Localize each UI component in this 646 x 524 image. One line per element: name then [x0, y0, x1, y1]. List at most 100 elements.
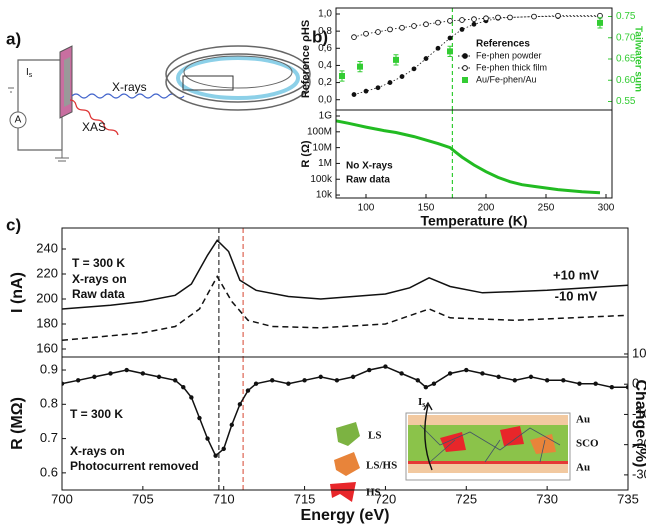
panel-label: a) — [6, 29, 21, 48]
marker — [447, 48, 453, 55]
marker — [334, 378, 340, 383]
y-tick-label: 10k — [316, 190, 333, 201]
y2-axis-label: Change (%) — [632, 380, 646, 468]
marker — [447, 35, 453, 41]
sample-film — [64, 57, 70, 107]
y2-tick-label: 0.65 — [616, 54, 636, 65]
y-tick-label: 0,8 — [318, 26, 332, 37]
x-tick-label: 150 — [418, 203, 435, 214]
marker — [544, 378, 550, 383]
plot-frame — [335, 109, 613, 199]
lshs-grain — [334, 452, 360, 476]
storage-ring — [183, 55, 293, 89]
storage-ring — [165, 45, 311, 103]
marker — [480, 371, 485, 376]
y-tick-label: 0.9 — [40, 361, 58, 376]
x-tick-label: 250 — [538, 203, 555, 214]
marker — [75, 378, 81, 383]
marker — [197, 415, 202, 421]
y-tick-label: 0.7 — [40, 430, 58, 445]
marker — [507, 14, 513, 21]
current-symbol: I — [418, 396, 422, 408]
y-tick-label: 0.6 — [40, 464, 58, 479]
legend-marker — [462, 77, 468, 83]
hs-grain — [500, 426, 524, 446]
marker — [229, 422, 234, 428]
x-axis-label: Energy (eV) — [301, 507, 390, 524]
marker — [387, 80, 393, 85]
marker — [339, 73, 345, 79]
au-layer — [408, 415, 568, 425]
legend-label: Fe-phen powder — [476, 50, 542, 60]
marker — [270, 378, 275, 383]
annotation: T = 300 K — [70, 407, 123, 421]
marker — [351, 34, 357, 40]
annotation: T = 300 K — [72, 256, 125, 270]
inset: LS LS/HS HS Is Au SCO Au — [330, 396, 599, 502]
marker — [531, 13, 537, 20]
marker — [399, 24, 405, 31]
xray-beam — [71, 93, 185, 99]
y-tick-label: 1M — [318, 158, 332, 169]
marker — [62, 381, 65, 386]
au-layer — [408, 463, 568, 473]
marker — [495, 14, 501, 21]
state-label: LS/HS — [366, 460, 397, 472]
series-line — [62, 365, 628, 457]
y-axis-label: R (MΩ) — [9, 397, 26, 450]
marker — [189, 395, 194, 400]
marker — [399, 74, 405, 79]
marker — [205, 436, 210, 441]
beamline — [182, 75, 234, 91]
y-tick-label: 160 — [36, 340, 58, 355]
ammeter — [9, 111, 27, 129]
plot-area — [339, 8, 603, 110]
y-tick-label: 0,2 — [318, 77, 332, 88]
marker — [245, 388, 251, 393]
interface — [408, 461, 568, 464]
marker — [92, 374, 97, 380]
legend-title: References — [476, 39, 530, 50]
marker — [423, 56, 429, 61]
x-tick-label: 720 — [375, 491, 397, 506]
marker — [286, 381, 291, 386]
legend-label: Fe-phen thick film — [476, 62, 547, 72]
marker — [561, 378, 566, 383]
series-label: -10 mV — [555, 288, 598, 303]
y2-tick-label: 0.60 — [616, 75, 636, 86]
panel-label: b) — [312, 27, 328, 46]
marker — [423, 21, 429, 28]
x-tick-label: 715 — [294, 491, 316, 506]
annotation: X-rays on — [72, 272, 127, 286]
marker — [496, 374, 501, 380]
marker — [253, 381, 259, 386]
annotation: X-rays on — [70, 444, 125, 458]
y2-tick-label: 0.55 — [616, 96, 636, 107]
series-line — [353, 15, 600, 38]
marker — [447, 371, 453, 376]
marker — [213, 453, 218, 458]
marker — [555, 12, 561, 19]
y-axis-label: R (Ω) — [300, 140, 312, 167]
marker — [124, 367, 129, 373]
current-arrow — [424, 404, 433, 471]
current-label: Is — [418, 396, 425, 409]
y-tick-label: 10M — [313, 142, 332, 153]
marker — [156, 374, 162, 380]
marker — [512, 378, 517, 383]
y-tick-label: 1G — [319, 111, 333, 122]
y-tick-label: 0,4 — [318, 60, 332, 71]
layer-label: Au — [576, 462, 590, 474]
marker — [399, 371, 404, 376]
marker — [350, 374, 356, 380]
marker — [435, 45, 441, 51]
layer-label: Au — [576, 414, 590, 426]
storage-ring — [165, 53, 311, 111]
y-tick-label: 180 — [36, 315, 58, 330]
plot-area — [336, 110, 601, 198]
y-tick-label: 0,0 — [318, 94, 332, 105]
y-tick-label: 1,0 — [318, 9, 332, 20]
x-tick-label: 710 — [213, 491, 235, 506]
series-label: +10 mV — [553, 267, 599, 282]
